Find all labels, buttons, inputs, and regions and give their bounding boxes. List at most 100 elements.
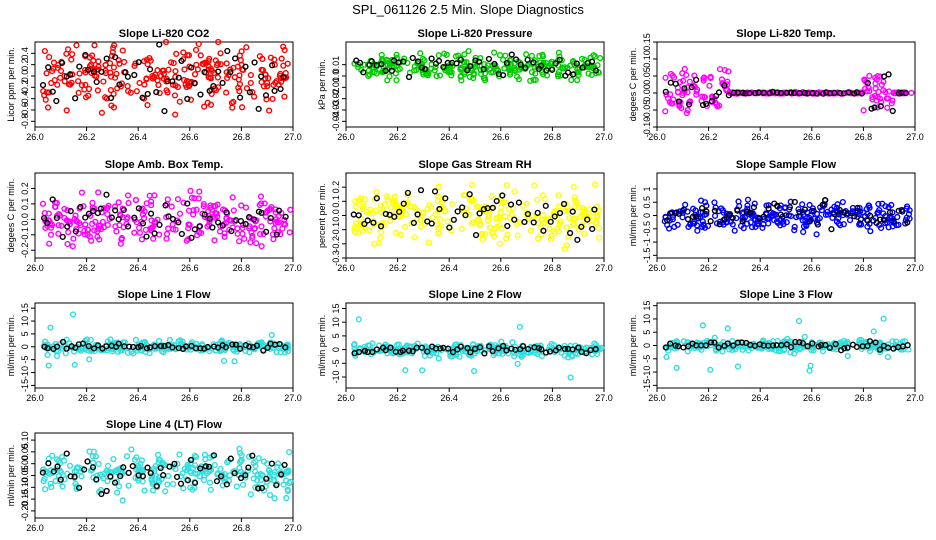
overlay-point — [464, 67, 471, 74]
overlay-point — [175, 219, 182, 226]
data-point — [807, 362, 814, 369]
data-point — [663, 353, 670, 361]
data-point — [491, 49, 498, 56]
y-tick-label: 0.2 — [20, 182, 30, 195]
overlay-point — [854, 204, 861, 212]
data-point — [365, 72, 372, 80]
overlay-point — [223, 481, 230, 488]
overlay-point — [681, 85, 688, 92]
data-point — [502, 52, 509, 59]
data-point — [539, 51, 546, 58]
data-point — [532, 76, 539, 84]
overlay-point — [98, 490, 105, 498]
x-tick-label: 26.8 — [233, 132, 251, 142]
overlay-point — [269, 62, 276, 69]
overlay-point — [405, 347, 413, 354]
overlay-point — [791, 198, 798, 206]
data-point — [904, 203, 911, 210]
x-tick-label: 26.4 — [440, 132, 458, 142]
overlay-point — [895, 207, 902, 214]
data-point — [885, 88, 893, 95]
data-point — [61, 214, 68, 222]
data-point — [461, 71, 468, 78]
y-tick-label: 0.0 — [20, 70, 30, 83]
y-tick-label: -0.3 — [331, 250, 341, 266]
x-tick-label: 27.0 — [284, 132, 302, 142]
data-point — [536, 52, 543, 60]
data-point — [62, 350, 69, 357]
overlay-point — [210, 452, 218, 459]
data-point — [152, 462, 159, 470]
overlay-point — [435, 57, 443, 65]
overlay-point — [442, 195, 449, 202]
data-point — [441, 50, 448, 57]
overlay-point — [831, 89, 838, 96]
data-point — [711, 199, 718, 206]
data-point — [124, 349, 132, 356]
overlay-point — [98, 68, 105, 75]
y-tick-label: 15 — [331, 303, 341, 313]
x-tick-label: 26.4 — [129, 263, 147, 273]
overlay-point — [844, 344, 851, 351]
x-tick-label: 27.0 — [906, 263, 924, 273]
overlay-point — [569, 71, 577, 78]
data-point — [835, 215, 842, 222]
overlay-point — [485, 343, 493, 350]
data-point — [740, 209, 747, 216]
data-point — [249, 232, 256, 239]
data-point — [256, 53, 263, 60]
data-point — [884, 353, 892, 361]
overlay-point — [49, 88, 56, 95]
overlay-point — [560, 200, 568, 208]
data-point — [171, 92, 179, 99]
overlay-point — [197, 91, 204, 98]
overlay-point — [799, 340, 807, 347]
data-point — [187, 96, 195, 103]
x-tick-label: 26.2 — [78, 393, 96, 403]
data-point — [478, 70, 485, 77]
overlay-point — [459, 204, 466, 211]
overlay-point — [169, 215, 177, 223]
data-point — [662, 108, 669, 115]
data-point — [172, 226, 179, 233]
overlay-point — [404, 189, 412, 196]
data-point — [448, 200, 456, 207]
data-point — [699, 322, 707, 329]
overlay-point — [573, 60, 580, 67]
data-point — [724, 78, 731, 85]
overlay-point — [111, 479, 119, 486]
overlay-point — [530, 59, 537, 66]
overlay-point — [178, 230, 185, 238]
y-tick-label: 0 — [20, 344, 30, 349]
data-point — [759, 224, 766, 231]
data-point — [211, 461, 218, 469]
data-point — [572, 216, 579, 223]
data-point — [133, 88, 140, 95]
data-point — [247, 79, 254, 87]
data-point — [875, 200, 882, 208]
overlay-point — [556, 209, 564, 217]
data-point — [266, 107, 273, 114]
chart-title: Slope Amb. Box Temp. — [105, 159, 224, 171]
data-point — [280, 43, 287, 50]
data-point — [564, 204, 571, 211]
y-tick-label: 0.05 — [642, 67, 652, 85]
data-point — [274, 464, 281, 471]
overlay-point — [197, 465, 204, 472]
data-point — [498, 204, 505, 211]
overlay-point — [730, 342, 737, 349]
data-point — [561, 245, 568, 252]
data-point — [581, 56, 588, 63]
data-point — [496, 52, 504, 59]
data-point — [49, 68, 56, 75]
data-point — [115, 57, 122, 64]
data-point — [105, 202, 112, 209]
x-tick-label: 26.2 — [78, 132, 96, 142]
overlay-point — [156, 41, 163, 48]
data-point — [41, 47, 48, 55]
data-point — [748, 224, 756, 231]
data-point — [518, 353, 525, 360]
data-point — [223, 69, 230, 76]
data-point — [79, 344, 86, 351]
data-point — [58, 222, 65, 229]
